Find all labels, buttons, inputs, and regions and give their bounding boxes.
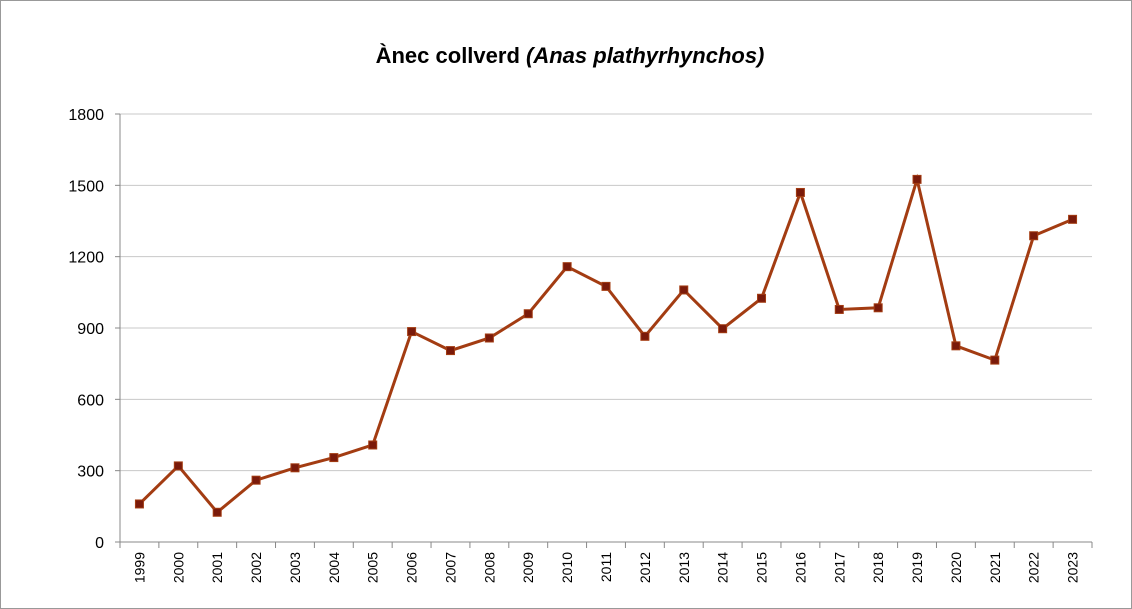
- x-tick-label: 2010: [559, 552, 575, 583]
- x-tick-label: 2013: [676, 552, 692, 583]
- data-point: [251, 475, 261, 485]
- x-tick-label: 1999: [131, 552, 147, 583]
- title-italic: (Anas plathyrhynchos): [526, 43, 764, 68]
- data-point: [562, 262, 572, 272]
- x-tick-label: 2015: [754, 552, 770, 583]
- data-point: [951, 341, 961, 351]
- x-tick-label: 2002: [248, 552, 264, 583]
- data-point: [757, 293, 767, 303]
- x-tick-label: 2021: [987, 552, 1003, 583]
- x-tick-label: 2005: [365, 552, 381, 583]
- data-point: [484, 333, 494, 343]
- x-tick-label: 2018: [870, 552, 886, 583]
- data-point: [601, 281, 611, 291]
- x-tick-label: 2001: [209, 552, 225, 583]
- x-tick-label: 2019: [909, 552, 925, 583]
- data-point: [1068, 214, 1078, 224]
- data-point: [407, 327, 417, 337]
- data-point: [1029, 231, 1039, 241]
- x-tick-label: 2017: [831, 552, 847, 583]
- x-tick-label: 2023: [1065, 552, 1081, 583]
- title-main: Ànec collverd: [376, 43, 520, 68]
- data-point: [290, 463, 300, 473]
- data-point: [173, 461, 183, 471]
- data-point: [912, 174, 922, 184]
- data-point: [329, 453, 339, 463]
- x-tick-label: 2009: [520, 552, 536, 583]
- data-point: [795, 187, 805, 197]
- chart-title: Ànec collverd (Anas plathyrhynchos): [376, 43, 765, 68]
- data-point: [523, 309, 533, 319]
- x-tick-label: 2020: [948, 552, 964, 583]
- y-tick-label: 1200: [68, 250, 104, 267]
- y-tick-label: 0: [95, 535, 104, 552]
- data-point: [834, 304, 844, 314]
- x-tick-label: 2008: [481, 552, 497, 583]
- data-point: [640, 331, 650, 341]
- y-tick-label: 900: [77, 321, 104, 338]
- x-tick-label: 2004: [326, 552, 342, 583]
- x-tick-label: 2022: [1026, 552, 1042, 583]
- data-point: [873, 303, 883, 313]
- x-tick-label: 2014: [715, 552, 731, 583]
- y-tick-label: 1800: [68, 107, 104, 124]
- x-tick-label: 2016: [792, 552, 808, 583]
- x-tick-label: 2007: [442, 552, 458, 583]
- data-point: [212, 507, 222, 517]
- x-tick-label: 2011: [598, 552, 614, 582]
- data-point: [134, 499, 144, 509]
- data-point: [368, 440, 378, 450]
- y-tick-label: 600: [77, 392, 104, 409]
- data-point: [445, 346, 455, 356]
- data-point: [990, 355, 1000, 365]
- data-point: [679, 285, 689, 295]
- x-tick-label: 2000: [170, 552, 186, 583]
- y-tick-label: 300: [77, 464, 104, 481]
- y-tick-label: 1500: [68, 178, 104, 195]
- x-tick-label: 2006: [404, 552, 420, 583]
- x-tick-label: 2003: [287, 552, 303, 583]
- data-point: [718, 324, 728, 334]
- x-tick-label: 2012: [637, 552, 653, 583]
